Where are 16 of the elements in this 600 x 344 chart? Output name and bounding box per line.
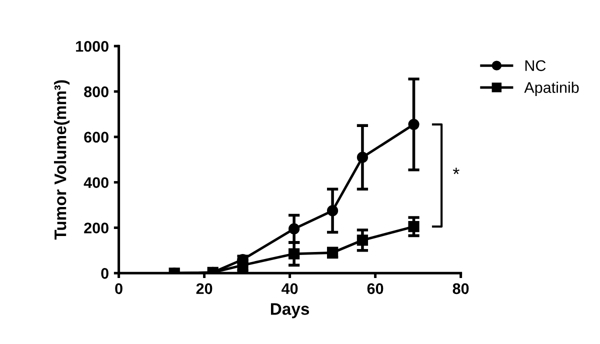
x-tick-label: 60 [367,283,384,294]
x-tick-label: 0 [115,283,122,294]
annotation: * [452,168,460,174]
x-axis-title: Days [270,303,310,318]
legend-label: NC [525,60,546,72]
y-tick-label: 1000 [76,40,108,52]
y-tick-label: 0 [101,268,108,279]
legend-label: Apatinib [524,82,579,96]
y-tick-label: 800 [84,86,108,98]
y-tick-label: 600 [84,132,108,143]
x-tick-label: 40 [282,283,298,294]
x-tick-label: 20 [196,283,212,294]
y-tick-label: 200 [84,222,108,234]
x-tick-label: 80 [452,283,469,294]
y-axis-title: Tumor Volume(mm³) [54,80,70,240]
y-tick-label: 400 [84,177,108,188]
